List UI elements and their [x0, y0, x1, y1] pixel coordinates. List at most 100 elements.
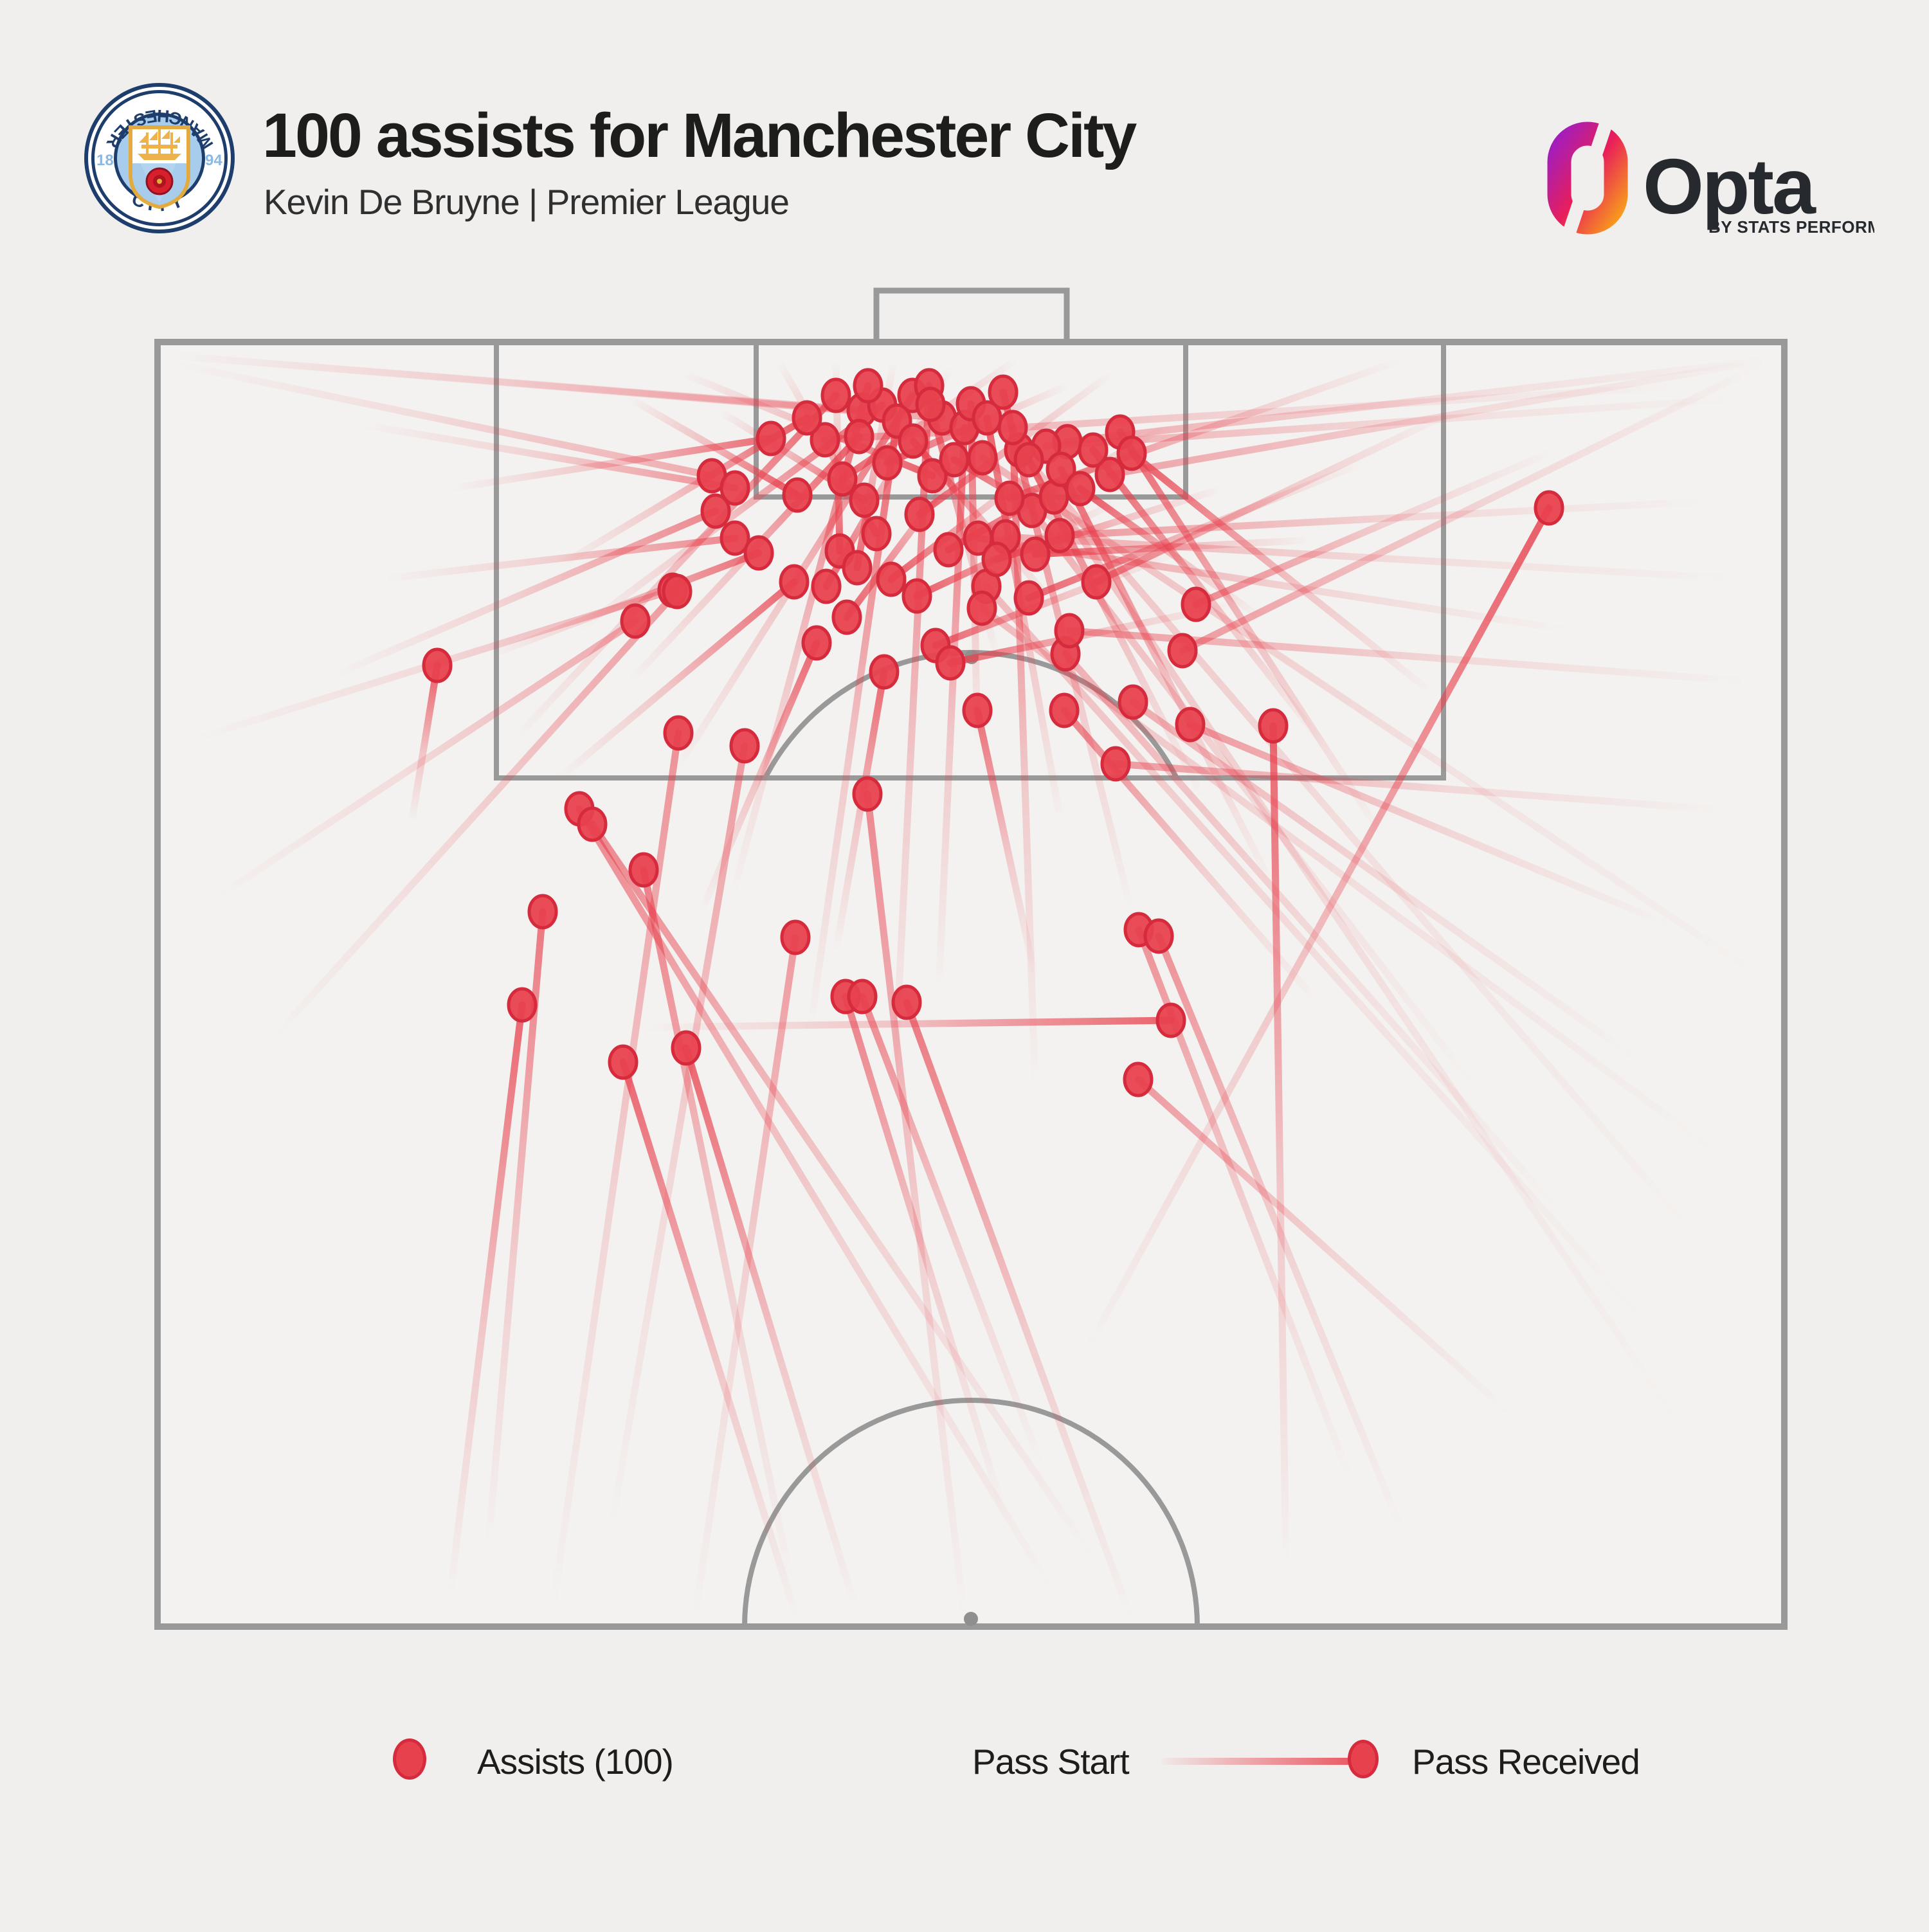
assist-dot [422, 647, 453, 683]
pass-line [408, 662, 441, 827]
opta-wordmark: Opta [1643, 143, 1816, 230]
assist-dot [1044, 518, 1075, 554]
pass-line [1057, 465, 1277, 891]
assist-dot [1078, 432, 1109, 468]
pass-line [1269, 722, 1290, 1573]
assist-dot [852, 776, 883, 812]
assist-dot [1013, 442, 1044, 478]
assist-dot [810, 422, 840, 458]
pass-line [485, 908, 547, 1547]
assist-dot [743, 535, 774, 571]
pass-line [978, 604, 1727, 1161]
pass-line [549, 729, 682, 1611]
assist-dot [901, 578, 932, 614]
assist-dot [917, 458, 948, 494]
opta-logo: Opta BY STATS PERFORM [1540, 116, 1881, 251]
assist-dot [628, 852, 659, 888]
assist-dot [1118, 684, 1148, 720]
assists-dot-icon [393, 1738, 426, 1780]
pass-line [556, 578, 798, 782]
ship-icon [138, 129, 181, 160]
assist-dot [831, 599, 862, 635]
assist-dot [1049, 692, 1080, 728]
legend: Assists (100) Pass Start Pass Received [0, 1729, 1929, 1800]
pass-line [1092, 408, 1457, 586]
pass-line [1056, 498, 1708, 539]
pass-line [626, 395, 801, 499]
page-title: 100 assists for Manchester City [262, 100, 1137, 170]
pass-line [691, 934, 799, 1624]
assist-dot [891, 984, 922, 1020]
pass-line [619, 1058, 801, 1624]
assist-dot [1116, 435, 1147, 471]
pass-line [932, 549, 1181, 649]
assist-dot [1181, 586, 1211, 622]
pass-line [331, 507, 720, 679]
assist-dot [1100, 746, 1131, 782]
assist-dot [662, 573, 693, 609]
assist-dot [756, 420, 786, 456]
pass-line [1083, 504, 1553, 1354]
assist-dot [1534, 490, 1564, 526]
assist-dot [671, 1030, 702, 1066]
assist-dot [872, 445, 903, 481]
assist-dot [842, 550, 873, 586]
assist-dot [811, 568, 842, 604]
assist-dot [981, 541, 1012, 577]
assist-dot [720, 520, 750, 556]
assist-dot [1175, 707, 1206, 743]
pass-line [485, 549, 763, 660]
opta-tagline: BY STATS PERFORM [1708, 217, 1874, 237]
assist-dot [849, 482, 880, 518]
page-subtitle: Kevin De Bruyne | Premier League [264, 182, 790, 222]
assist-dot [1054, 613, 1085, 649]
pass-line [382, 534, 739, 582]
assist-dot [527, 894, 558, 930]
assist-dot [1020, 536, 1051, 572]
assist-dot [904, 496, 935, 532]
assist-dot [1167, 633, 1198, 669]
rose-icon [145, 167, 174, 195]
assist-dot [1046, 451, 1076, 487]
pass-line [682, 1044, 859, 1611]
assist-dot [853, 368, 883, 404]
assist-dot [700, 493, 731, 529]
crest-shield [129, 125, 190, 210]
pass-received-dot-icon [1348, 1740, 1379, 1778]
assist-dot [869, 654, 900, 690]
assist-dot [966, 590, 997, 626]
pass-line [588, 820, 1100, 1566]
pass-line [1042, 395, 1740, 450]
assist-dot [997, 410, 1028, 446]
goal [873, 287, 1070, 345]
assist-dot [779, 564, 810, 600]
pass-line [266, 588, 681, 1045]
pass-line [1134, 1076, 1515, 1418]
crest-year-18: 18 [96, 152, 114, 169]
pass-line [903, 998, 1136, 1624]
pass-line [168, 359, 716, 480]
assist-dot [988, 374, 1019, 410]
assist-dot [962, 692, 993, 728]
pass-line [607, 742, 748, 1534]
assist-dot [963, 520, 993, 556]
assist-dots-layer [422, 368, 1564, 1097]
assist-dot [994, 480, 1025, 516]
assist-dot [1013, 580, 1044, 616]
assist-dot [933, 532, 964, 568]
assist-dot [861, 516, 892, 552]
assist-dot [898, 423, 928, 459]
assist-dot [801, 625, 832, 661]
assist-dot [782, 477, 813, 513]
assist-dot [1143, 918, 1174, 954]
assist-dot [792, 400, 822, 436]
assist-dot [620, 603, 651, 639]
assist-dot [780, 919, 811, 955]
pass-line [446, 1001, 526, 1598]
pass-line [356, 420, 739, 492]
manchester-city-crest: MANCHESTER CITY 18 94 [82, 81, 237, 235]
pass-lines-layer [167, 352, 1771, 1624]
assist-dot [844, 419, 874, 455]
